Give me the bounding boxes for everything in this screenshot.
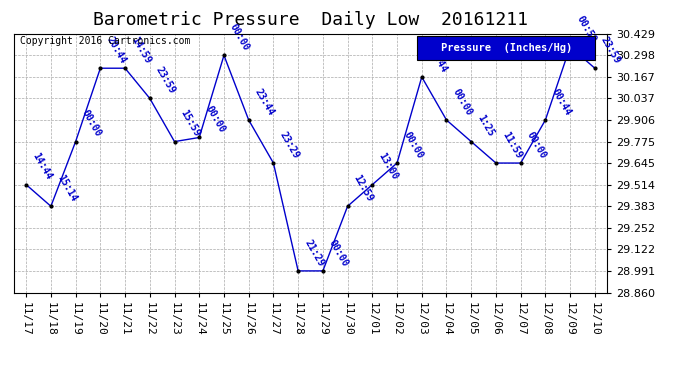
Text: 23:44: 23:44 <box>253 87 276 117</box>
Text: 00:59: 00:59 <box>574 13 598 44</box>
Text: 14:59: 14:59 <box>129 35 152 66</box>
Title: Barometric Pressure  Daily Low  20161211: Barometric Pressure Daily Low 20161211 <box>93 11 528 29</box>
Text: 00:00: 00:00 <box>401 130 424 160</box>
FancyBboxPatch shape <box>417 36 595 60</box>
Text: 14:44: 14:44 <box>30 152 54 182</box>
Text: 15:14: 15:14 <box>55 173 79 204</box>
Text: 21:29: 21:29 <box>302 238 326 268</box>
Text: 12:59: 12:59 <box>352 173 375 204</box>
Text: 1:25: 1:25 <box>475 114 496 139</box>
Text: 11:59: 11:59 <box>500 130 524 160</box>
Text: 00:00: 00:00 <box>525 130 548 160</box>
Text: 00:44: 00:44 <box>549 87 573 117</box>
Text: Pressure  (Inches/Hg): Pressure (Inches/Hg) <box>441 43 572 53</box>
Text: 13:00: 13:00 <box>377 152 400 182</box>
Text: 23:44: 23:44 <box>426 44 449 74</box>
Text: 00:00: 00:00 <box>204 104 227 135</box>
Text: 23:59: 23:59 <box>599 35 622 66</box>
Text: 00:00: 00:00 <box>451 87 474 117</box>
Text: 20:44: 20:44 <box>104 35 128 66</box>
Text: 00:00: 00:00 <box>228 22 251 53</box>
Text: 00:00: 00:00 <box>327 238 351 268</box>
Text: 15:59: 15:59 <box>179 108 202 139</box>
Text: 00:00: 00:00 <box>80 108 103 139</box>
Text: 23:29: 23:29 <box>277 130 301 160</box>
Text: 23:59: 23:59 <box>154 65 177 96</box>
Text: Copyright 2016 Cartronics.com: Copyright 2016 Cartronics.com <box>20 36 190 46</box>
